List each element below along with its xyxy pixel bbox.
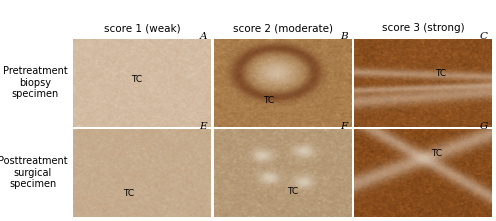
- Text: score 2 (moderate): score 2 (moderate): [233, 23, 333, 33]
- Text: TC: TC: [432, 149, 442, 158]
- Text: TC: TC: [435, 69, 447, 78]
- Text: B: B: [340, 32, 347, 41]
- Text: TC: TC: [123, 189, 134, 198]
- Text: TC: TC: [263, 96, 274, 105]
- Text: Pretreatment
biopsy
specimen: Pretreatment biopsy specimen: [2, 66, 67, 99]
- Text: score 3 (strong): score 3 (strong): [382, 23, 465, 33]
- Text: G: G: [480, 122, 488, 131]
- Text: TC: TC: [287, 187, 298, 196]
- Text: A: A: [199, 32, 207, 41]
- Text: F: F: [340, 122, 347, 131]
- Text: E: E: [199, 122, 207, 131]
- Text: C: C: [480, 32, 488, 41]
- Text: Posttreatment
surgical
specimen: Posttreatment surgical specimen: [0, 156, 67, 189]
- Text: TC: TC: [131, 75, 142, 84]
- Text: score 1 (weak): score 1 (weak): [104, 23, 181, 33]
